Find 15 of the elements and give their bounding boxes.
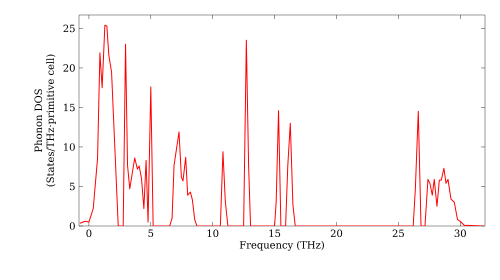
x-tick-label: 10 — [208, 230, 218, 238]
x-tick-label: 5 — [148, 230, 154, 237]
x-axis-title: Frequency (THz) — [240, 240, 324, 251]
y-tick-label: 0 — [70, 222, 75, 230]
x-tick-label: 15 — [269, 230, 280, 238]
x-tick-label: 30 — [454, 230, 466, 238]
y-tick-label: 5 — [70, 182, 75, 190]
x-tick-label: 25 — [392, 230, 404, 238]
y-tick-label: 20 — [63, 64, 75, 72]
y-tick-label: 15 — [64, 104, 75, 112]
x-tick-label: 0 — [86, 230, 92, 238]
y-tick-label: 10 — [64, 143, 75, 151]
x-tick-label: 20 — [330, 230, 342, 238]
y-tick-label: 25 — [63, 24, 75, 32]
y-axis-title: Phonon DOS (States/THz·primitive cell) — [34, 54, 56, 186]
